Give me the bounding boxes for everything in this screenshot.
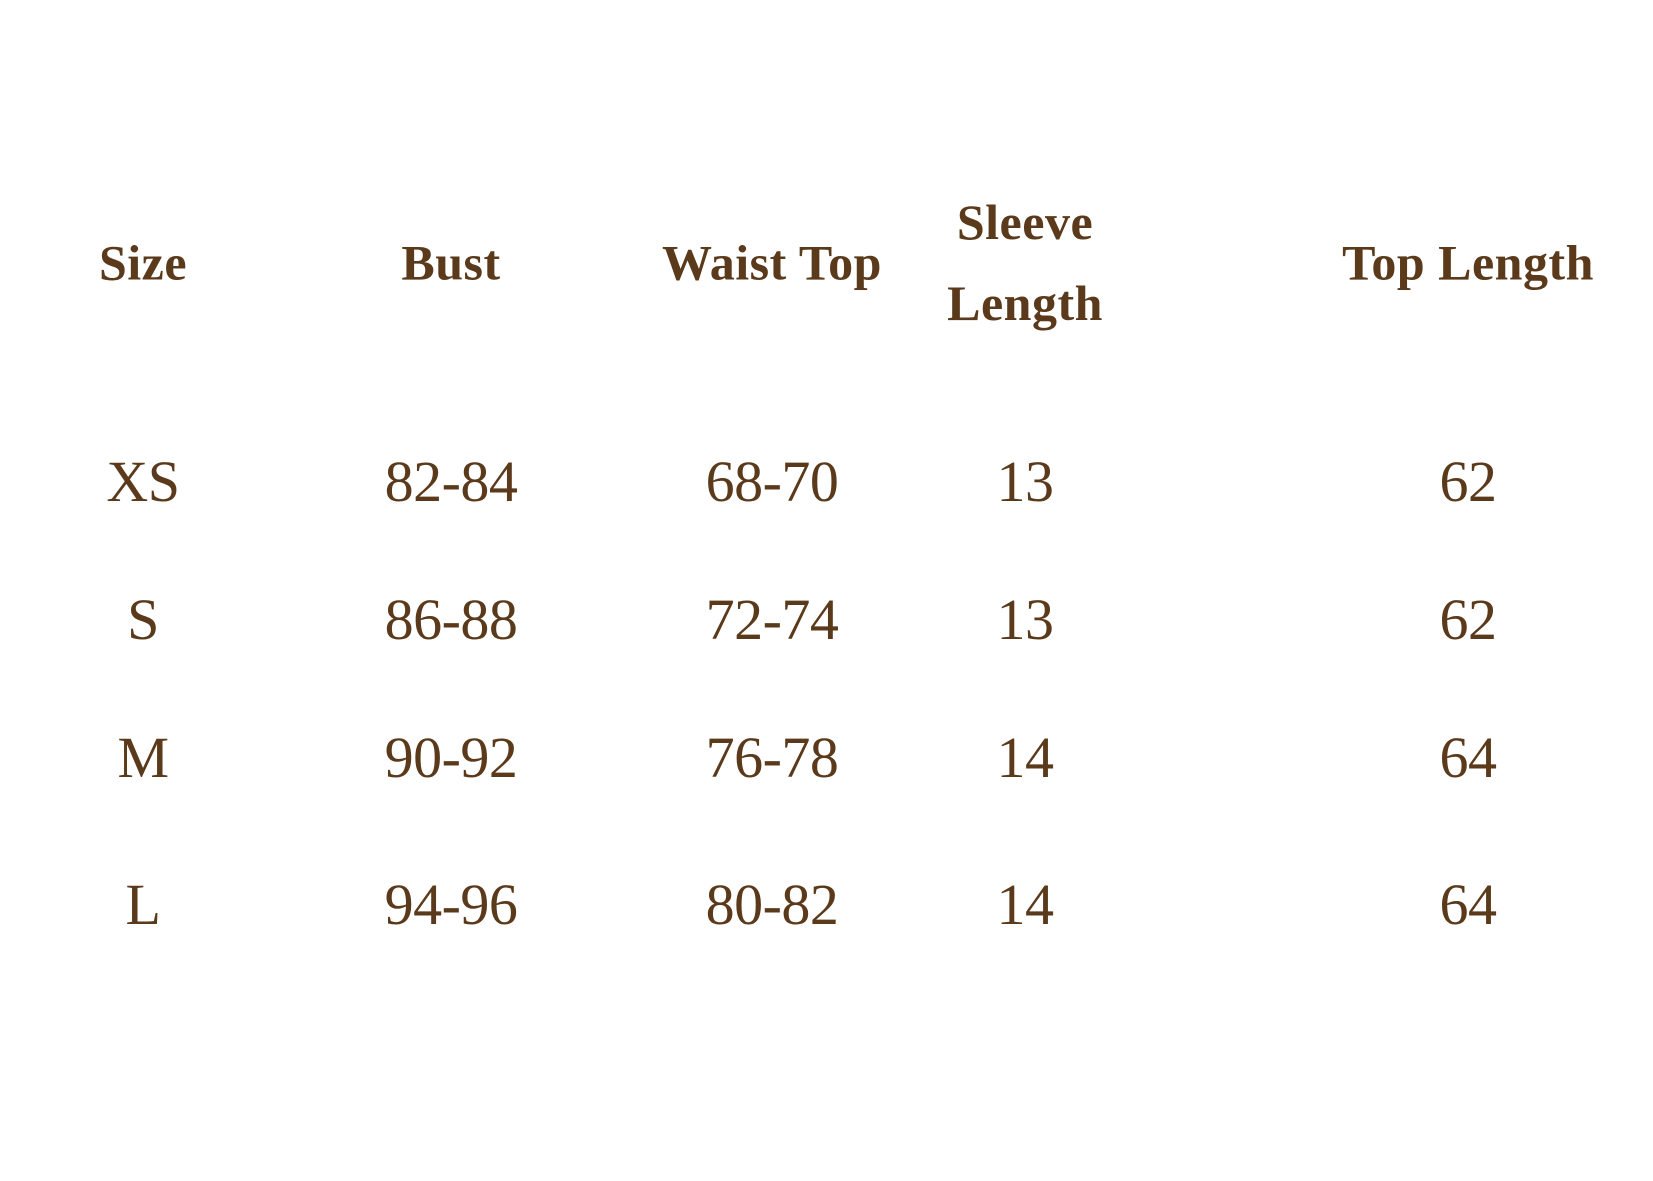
cell-s-top-length: 62 [1439,587,1498,652]
cell-m-top-length: 64 [1439,725,1498,790]
cell-xs-sleeve-length: 13 [996,449,1055,514]
column-header-size: Size [98,234,188,291]
column-header-top-length: Top Length [1342,234,1594,291]
cell-s-bust: 86-88 [384,587,518,652]
cell-s-sleeve-length: 13 [996,587,1055,652]
cell-m-sleeve-length: 14 [996,725,1055,790]
cell-m-bust: 90-92 [384,725,518,790]
cell-xs-size: XS [106,449,180,514]
cell-xs-waist-top: 68-70 [705,449,839,514]
cell-xs-top-length: 62 [1439,449,1498,514]
cell-l-size: L [125,872,161,937]
cell-xs-bust: 82-84 [384,449,518,514]
cell-s-size: S [127,587,159,652]
column-header-bust: Bust [401,234,501,291]
cell-l-top-length: 64 [1439,872,1498,937]
cell-l-waist-top: 80-82 [705,872,839,937]
cell-s-waist-top: 72-74 [705,587,839,652]
cell-m-waist-top: 76-78 [705,725,839,790]
cell-l-sleeve-length: 14 [996,872,1055,937]
column-header-sleeve-length: Sleeve Length [947,194,1103,331]
cell-l-bust: 94-96 [384,872,518,937]
column-header-waist-top: Waist Top [662,234,882,291]
cell-m-size: M [117,725,169,790]
